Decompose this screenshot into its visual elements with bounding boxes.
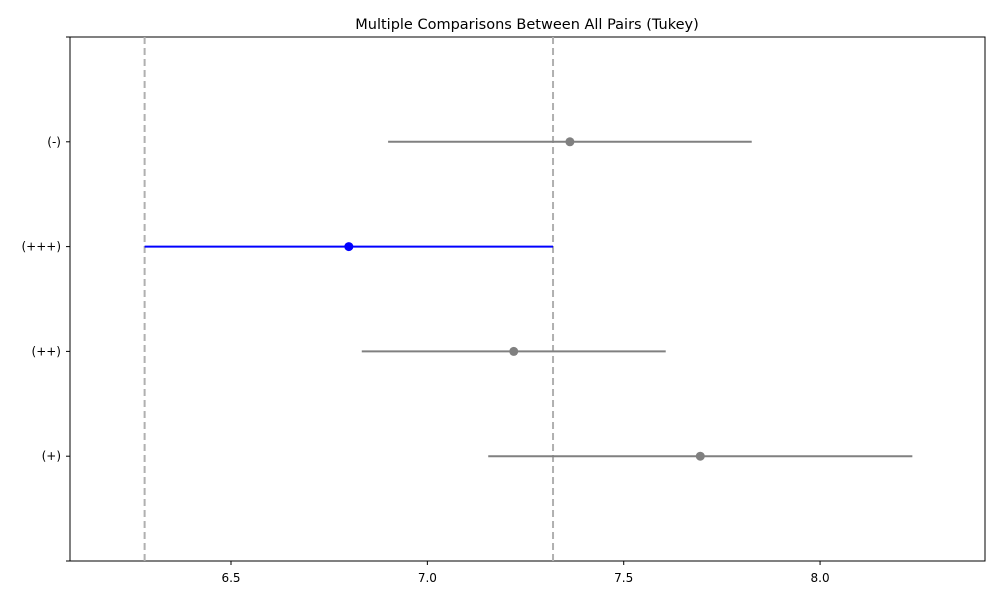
- y-tick-label: (+++): [21, 240, 61, 254]
- x-tick-label: 8.0: [811, 571, 830, 585]
- x-tick-label: 7.0: [418, 571, 437, 585]
- mean-point: [344, 242, 354, 252]
- plot-area: [69, 36, 986, 562]
- y-axis-ticks: (-) (+++) (++) (+): [21, 36, 70, 562]
- x-tick-label: 7.5: [614, 571, 633, 585]
- y-tick-label: (+): [42, 449, 61, 463]
- y-tick-label: (-): [47, 135, 61, 149]
- mean-point: [695, 451, 705, 461]
- x-axis-ticks: 6.5 7.0 7.5 8.0: [221, 561, 830, 585]
- mean-point: [509, 346, 519, 356]
- x-tick-label: 6.5: [221, 571, 240, 585]
- error-bars: [144, 137, 913, 461]
- chart-title: Multiple Comparisons Between All Pairs (…: [355, 17, 699, 33]
- y-tick-label: (++): [32, 344, 61, 358]
- mean-point: [565, 137, 575, 147]
